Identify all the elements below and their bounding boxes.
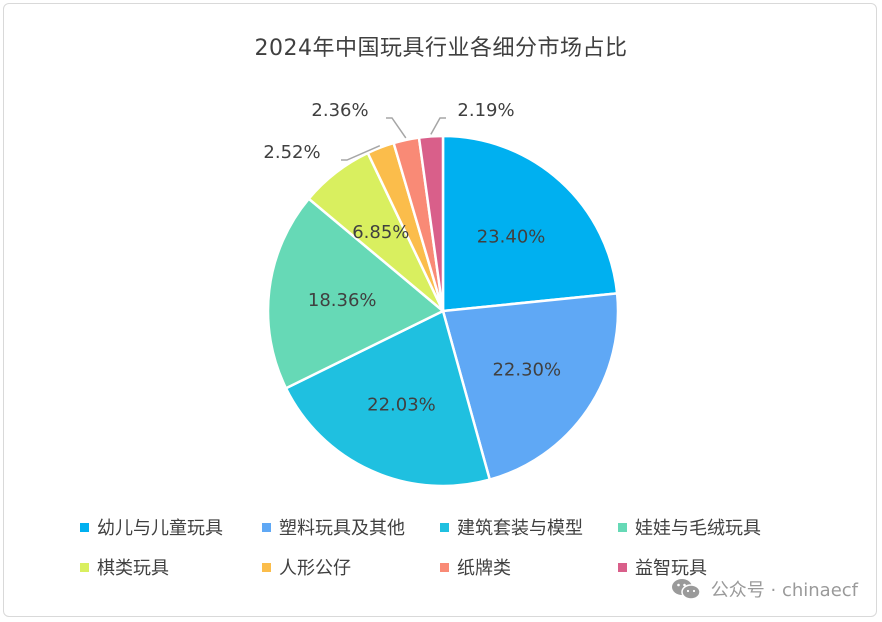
legend-label: 人形公仔: [279, 558, 351, 579]
legend-item-6: 人形公仔: [262, 554, 440, 580]
legend-swatch: [80, 522, 89, 532]
leader-line-8: [430, 117, 446, 135]
chart-frame: [3, 3, 877, 617]
pie-slice-3: [284, 309, 492, 488]
legend-swatch: [618, 522, 627, 532]
leader-line-7: [386, 117, 407, 139]
legend-item-7: 纸牌类: [440, 554, 618, 580]
data-label-2: 22.30%: [492, 359, 561, 380]
legend-item-2: 塑料玩具及其他: [262, 514, 440, 540]
legend-swatch: [440, 562, 449, 572]
legend-label: 塑料玩具及其他: [279, 518, 405, 539]
legend-swatch: [618, 562, 627, 572]
legend-item-5: 棋类玩具: [80, 554, 262, 580]
chart-legend: 幼儿与儿童玩具 塑料玩具及其他 建筑套装与模型 娃娃与毛绒玩具棋类玩具 人形公仔 纸牌类 益…: [80, 514, 840, 580]
data-label-1: 23.40%: [477, 227, 546, 248]
legend-item-3: 建筑套装与模型: [440, 514, 618, 540]
legend-label: 棋类玩具: [97, 558, 169, 579]
data-label-6: 2.52%: [263, 142, 320, 163]
data-label-3: 22.03%: [367, 395, 436, 416]
watermark-text: 公众号 · chinaecf: [710, 580, 858, 601]
legend-swatch: [262, 522, 271, 532]
watermark: 公众号 · chinaecf: [671, 576, 858, 602]
data-label-4: 18.36%: [308, 290, 377, 311]
pie-slice-2: [441, 292, 620, 482]
pie-slice-8: [417, 134, 445, 312]
leader-line-6: [341, 144, 381, 161]
chart-title: 2024年中国玩具行业各细分市场占比: [254, 36, 628, 61]
legend-swatch: [262, 562, 271, 572]
wechat-icon: [671, 579, 701, 600]
legend-label: 幼儿与儿童玩具: [97, 518, 223, 539]
data-label-8: 2.19%: [457, 100, 514, 121]
data-label-7: 2.36%: [311, 100, 368, 121]
legend-label: 建筑套装与模型: [457, 518, 583, 539]
legend-item-8: 益智玩具: [618, 554, 798, 580]
data-label-5: 6.85%: [352, 222, 409, 243]
legend-item-1: 幼儿与儿童玩具: [80, 514, 262, 540]
legend-label: 纸牌类: [457, 558, 511, 579]
legend-swatch: [80, 562, 89, 572]
legend-swatch: [440, 522, 449, 532]
legend-item-4: 娃娃与毛绒玩具: [618, 514, 798, 540]
pie-slice-4: [266, 197, 446, 390]
pie-slice-1: [441, 134, 619, 313]
legend-label: 益智玩具: [635, 558, 707, 579]
legend-label: 娃娃与毛绒玩具: [635, 518, 761, 539]
